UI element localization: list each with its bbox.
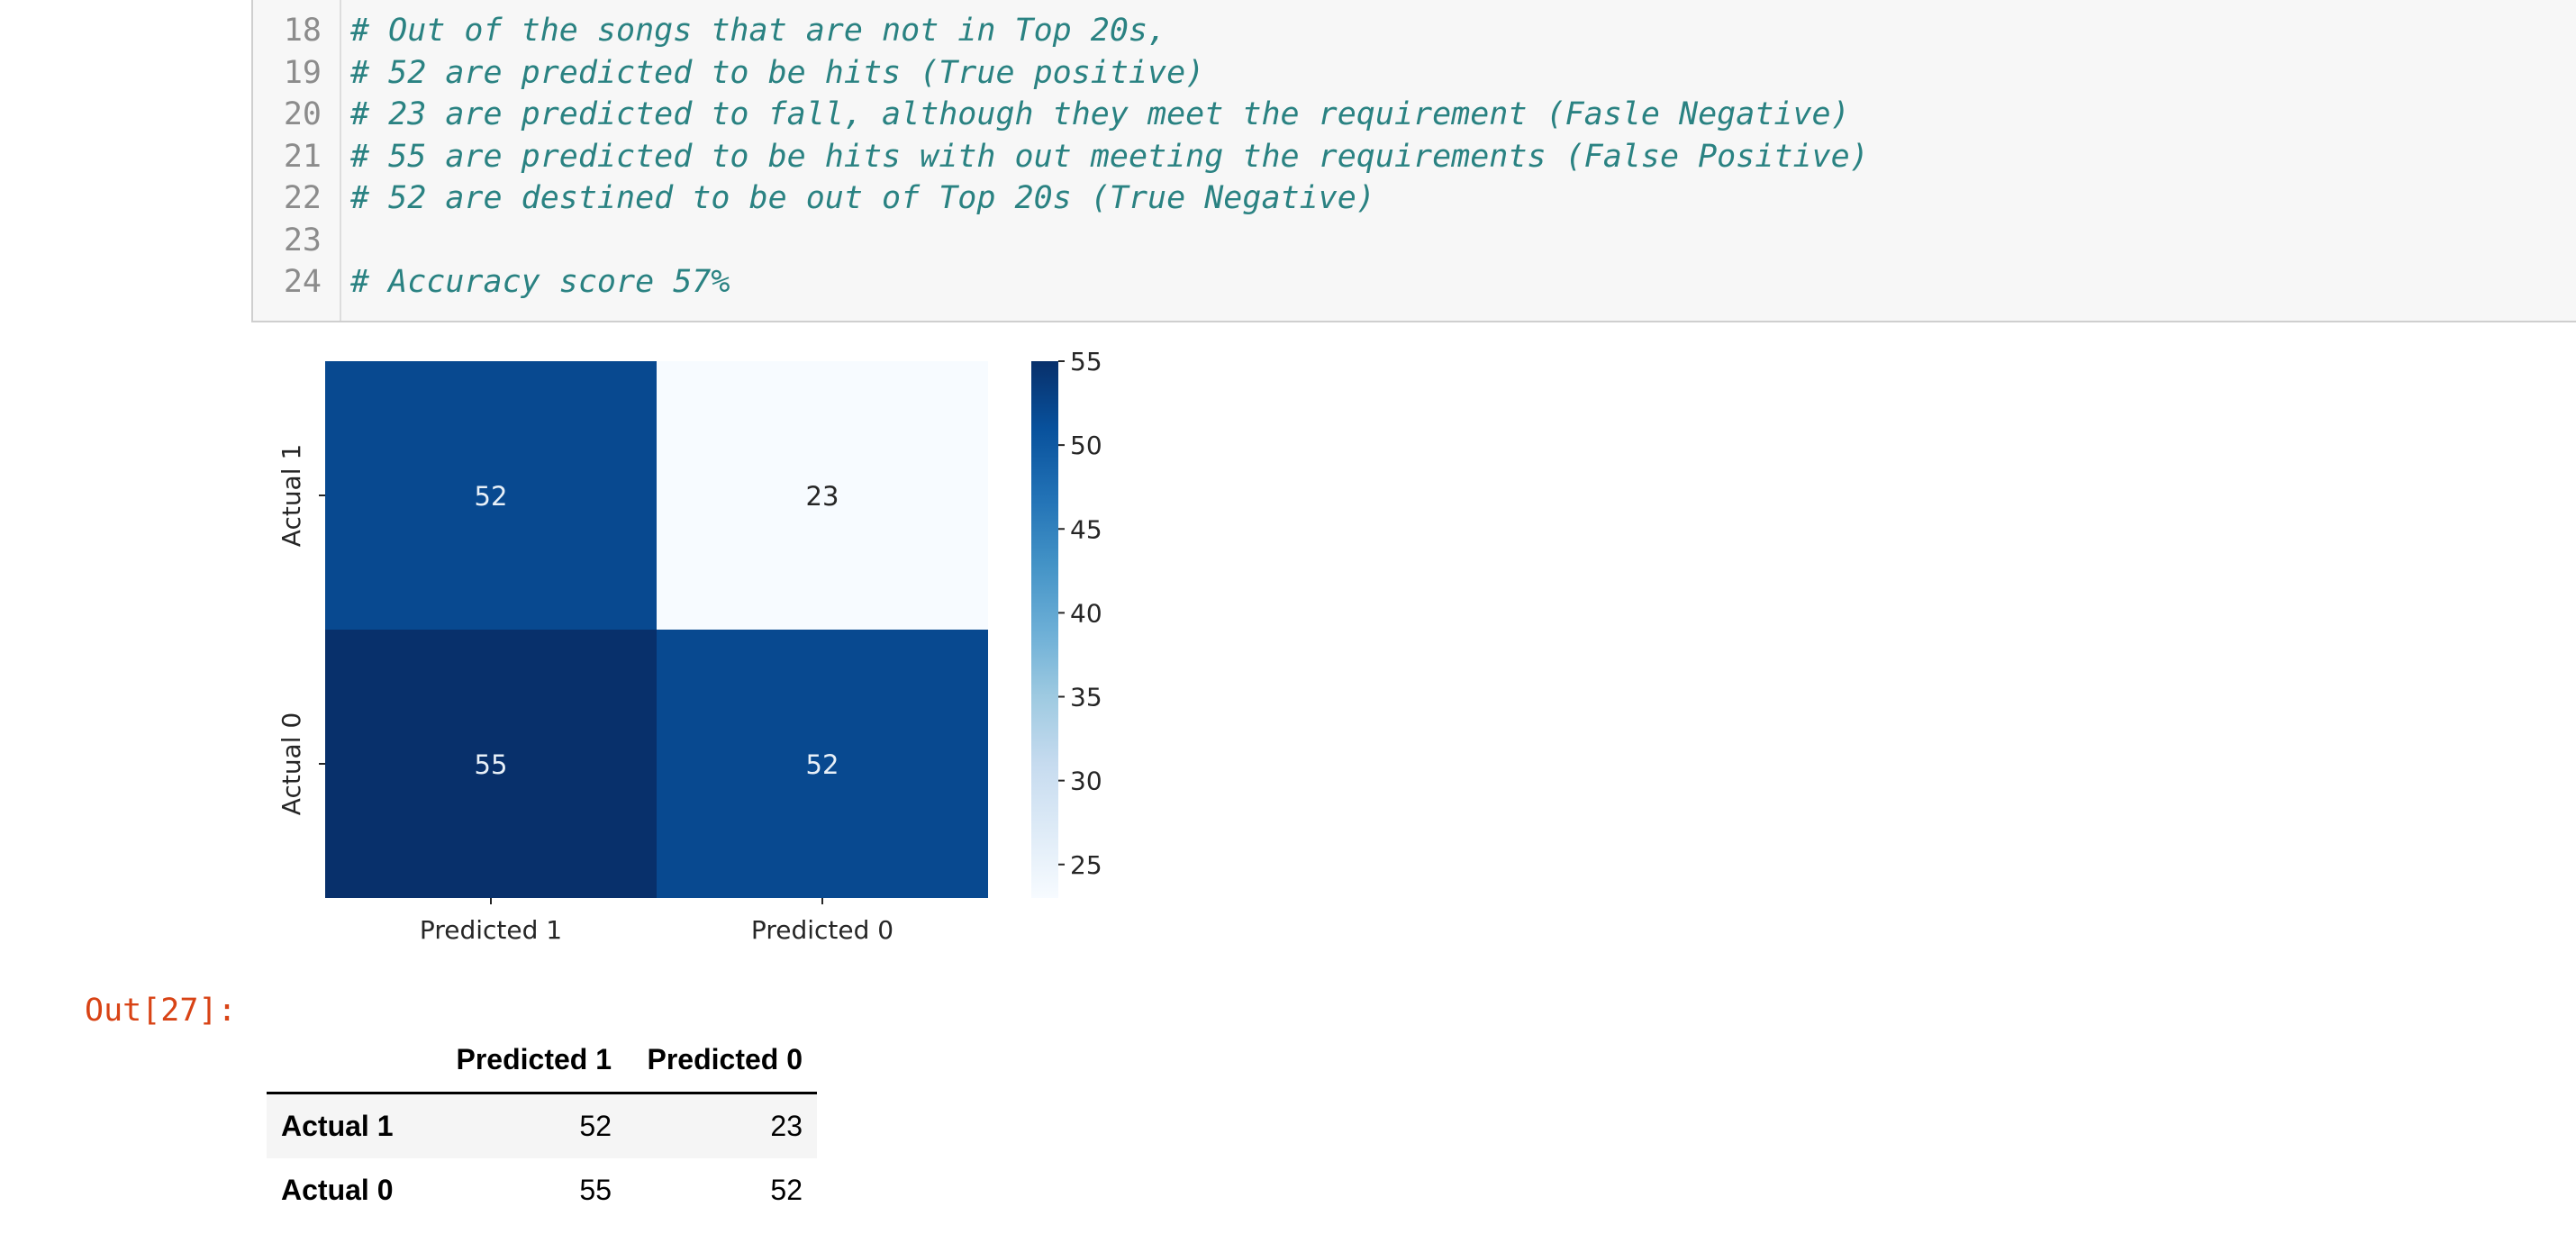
heatmap-annotation: 52 [475,481,508,512]
row-index: Actual 0 [281,1174,394,1206]
heatmap-x-axis: Predicted 1 Predicted 0 [420,898,893,945]
colorbar-tick-label: 30 [1070,767,1102,796]
code-comment: # Accuracy score 57% [350,264,730,300]
heatmap-y-axis: Actual 1 Actual 0 [277,444,325,815]
heatmap-cell [657,630,988,898]
heatmap-annotation: 52 [806,749,839,780]
row-index: Actual 1 [281,1110,394,1142]
line-number: 22 [283,180,322,216]
colorbar-axis: 25 30 35 40 45 50 55 [1058,347,1102,880]
heatmap-annotation: 23 [806,481,839,512]
column-header: Predicted 1 [435,1027,626,1094]
line-number-gutter [253,0,341,321]
heatmap-annotations: 52 23 55 52 [475,481,839,780]
heatmap-cell [325,630,657,898]
y-tick-label: Actual 0 [277,712,306,815]
table-cell: 23 [770,1110,803,1142]
table-cell: 52 [579,1110,612,1142]
colorbar-tick-label: 25 [1070,850,1102,880]
table-cell: 55 [579,1174,612,1206]
code-cell[interactable]: 17 18 # Out of the songs that are not in T… [251,0,2576,322]
heatmap-plot-area [325,361,988,898]
code-comment: # 52 are destined to be out of Top 20s (… [350,180,1375,216]
heatmap-cell [325,361,657,630]
line-number: 18 [283,13,322,49]
code-comment: # 23 are predicted to fall, although the… [350,96,1850,132]
table-cell: 52 [770,1174,803,1206]
table-header-row: Predicted 1 Predicted 0 [267,1027,817,1094]
line-number: 23 [283,222,322,259]
colorbar-tick-label: 35 [1070,683,1102,712]
column-header: Predicted 0 [626,1027,817,1094]
line-number: 20 [283,96,322,132]
line-number: 21 [283,138,322,175]
table-row: Actual 1 52 23 [267,1093,817,1158]
code-comment: # 55 are predicted to be hits with out m… [350,138,1869,175]
table-row: Actual 0 55 52 [267,1158,817,1222]
index-header [267,1027,435,1094]
heatmap-annotation: 55 [475,749,508,780]
x-tick-label: Predicted 0 [751,915,893,945]
code-comment: # 52 are predicted to be hits (True posi… [350,54,1205,91]
x-tick-label: Predicted 1 [420,915,562,945]
colorbar-tick-label: 50 [1070,431,1102,460]
colorbar-tick-label: 45 [1070,514,1102,544]
colorbar [1031,361,1058,898]
colorbar-tick-label: 40 [1070,598,1102,628]
colorbar-tick-label: 55 [1070,347,1102,377]
line-number: 19 [283,54,322,91]
line-number: 17 [253,0,322,10]
code-comment: # Out of the songs that are not in Top 2… [350,13,1167,49]
line-number: 24 [283,264,322,300]
heatmap-cell [657,361,988,630]
dataframe-table: Predicted 1 Predicted 0 Actual 1 52 23 A… [267,1027,817,1222]
y-tick-label: Actual 1 [277,444,306,547]
output-prompt: Out[27]: [85,993,237,1029]
